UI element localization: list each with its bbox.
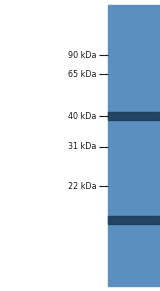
Bar <box>108 216 160 224</box>
Text: 31 kDa: 31 kDa <box>68 143 97 151</box>
Text: 90 kDa: 90 kDa <box>68 51 97 60</box>
Text: 22 kDa: 22 kDa <box>68 182 97 191</box>
Bar <box>108 112 160 120</box>
Text: 40 kDa: 40 kDa <box>68 112 97 121</box>
Bar <box>108 5 160 286</box>
Text: 65 kDa: 65 kDa <box>68 70 97 79</box>
